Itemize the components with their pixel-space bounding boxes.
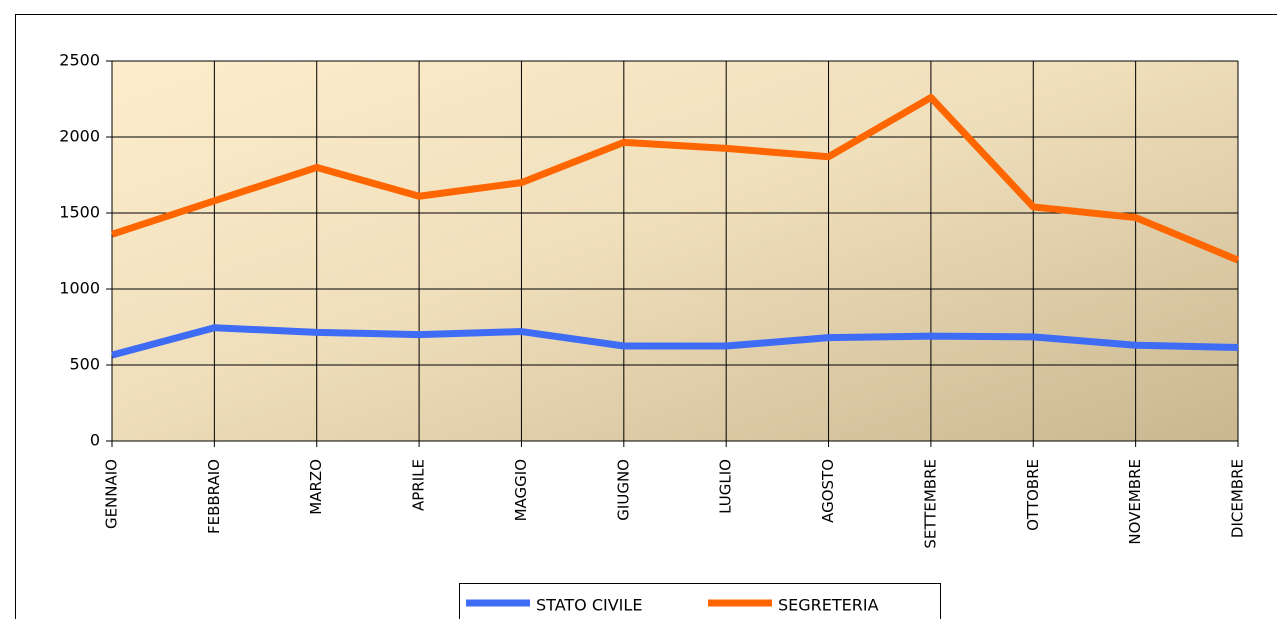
legend-label: STATO CIVILE [536,596,642,615]
legend [459,583,941,619]
x-tick-label: LUGLIO [717,459,735,514]
x-tick-label: MARZO [307,459,325,515]
y-tick-label: 2000 [59,127,100,146]
legend-label: SEGRETERIA [778,596,879,615]
x-tick-label: DICEMBRE [1229,459,1247,538]
x-tick-label: APRILE [410,459,428,511]
x-tick-label: OTTOBRE [1024,459,1042,531]
x-tick-label: AGOSTO [819,459,837,523]
y-tick-label: 1000 [59,279,100,298]
y-tick-label: 2500 [59,51,100,70]
x-tick-label: GENNAIO [103,459,121,529]
series-line [111,324,1239,359]
x-tick-label: FEBBRAIO [205,459,223,534]
x-tick-label: GIUGNO [614,459,632,521]
x-tick-label: SETTEMBRE [921,459,939,549]
x-tick-label: NOVEMBRE [1126,459,1144,545]
x-tick-label: MAGGIO [512,459,530,521]
y-tick-label: 0 [90,431,100,450]
plot-area [112,61,1238,441]
y-tick-label: 500 [69,355,100,374]
y-tick-label: 1500 [59,203,100,222]
series-line [110,93,1240,264]
